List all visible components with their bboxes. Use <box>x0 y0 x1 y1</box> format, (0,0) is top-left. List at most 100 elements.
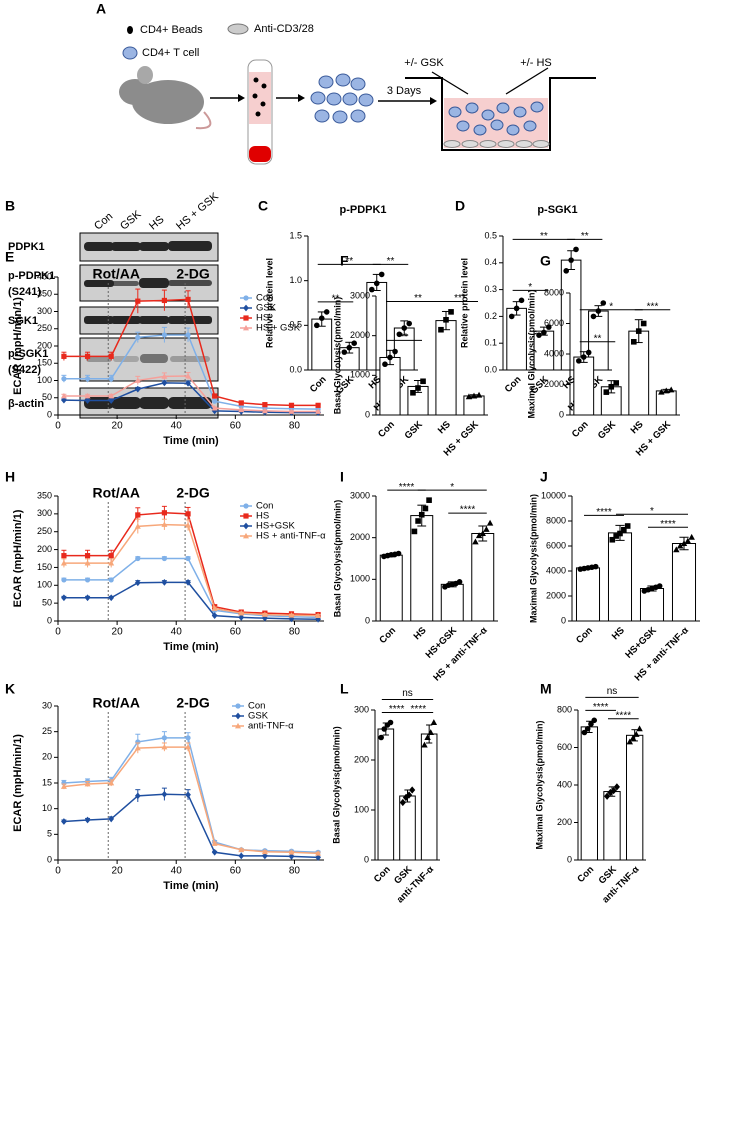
y-axis-label: ECAR (mpH/min/1) <box>12 297 24 395</box>
y-axis-label: Relative protein level <box>264 258 274 348</box>
marker <box>584 725 591 732</box>
marker <box>613 783 620 791</box>
significance-label: ** <box>332 294 340 305</box>
y-tick-label: 350 <box>37 289 52 299</box>
panel-letter: J <box>540 469 548 485</box>
x-tick-label: HS <box>436 419 453 436</box>
marker <box>341 349 348 355</box>
marker <box>60 783 67 789</box>
arrow <box>431 71 469 95</box>
marker <box>406 320 413 327</box>
marker <box>592 563 599 570</box>
y-tick-label: 300 <box>37 306 52 316</box>
x-tick-label: 60 <box>230 421 242 432</box>
marker <box>626 738 633 745</box>
significance-label: ** <box>400 332 408 343</box>
marker <box>134 744 141 751</box>
well-antibodies <box>443 140 550 148</box>
marker <box>475 391 483 398</box>
marker <box>315 402 321 408</box>
lane-label: HS + GSK <box>174 190 221 232</box>
marker <box>585 349 592 356</box>
y-tick-label: 1000 <box>350 370 370 380</box>
marker <box>235 712 241 720</box>
marker <box>609 536 616 543</box>
chart-title: p-PDPK1 <box>339 204 386 216</box>
marker <box>288 853 295 860</box>
y-tick-label: 150 <box>37 562 52 572</box>
marker <box>600 300 607 306</box>
y-tick-label: 5 <box>47 829 52 839</box>
marker <box>161 743 168 750</box>
marker <box>185 735 191 741</box>
marker <box>108 353 114 359</box>
row-label: SGK1 <box>8 315 38 327</box>
blot-box <box>79 387 219 419</box>
y-tick-label: 0 <box>47 615 52 625</box>
marker <box>243 315 249 321</box>
marker <box>633 731 640 737</box>
marker <box>568 257 574 263</box>
significance-label: * <box>450 482 454 493</box>
y-tick-label: 250 <box>37 526 52 536</box>
marker <box>603 389 610 395</box>
marker <box>288 408 295 414</box>
lane-label: HS <box>147 214 166 233</box>
marker <box>635 328 642 334</box>
marker <box>415 518 421 524</box>
x-tick-label: Con <box>570 419 591 440</box>
marker <box>134 579 141 587</box>
significance-label: ns <box>607 686 618 697</box>
marker <box>581 729 588 736</box>
marker <box>238 846 245 853</box>
marker <box>369 286 375 293</box>
legend-label: GSK <box>256 303 277 314</box>
bar <box>573 356 595 416</box>
marker <box>443 317 449 323</box>
marker <box>185 296 191 303</box>
x-tick-label: Con <box>308 374 329 395</box>
bead <box>255 111 261 117</box>
marker <box>108 553 114 559</box>
marker <box>381 726 388 732</box>
annotation-label: Rot/AA <box>93 485 140 501</box>
x-tick-label: 0 <box>55 421 61 432</box>
tube-bottom <box>249 146 271 162</box>
mouse-ear <box>137 66 153 84</box>
marker <box>243 304 249 312</box>
legend-label: CD4+ T cell <box>142 47 199 59</box>
legend-label: HS <box>256 511 269 522</box>
x-tick-label: Con <box>503 374 524 395</box>
x-tick-label: 0 <box>55 627 61 638</box>
y-tick-label: 1000 <box>350 574 370 584</box>
marker <box>161 379 168 387</box>
x-tick-label: Con <box>575 864 596 885</box>
marker <box>314 322 320 329</box>
marker <box>212 393 218 399</box>
bar <box>435 320 457 416</box>
bead-icon <box>127 26 133 34</box>
marker <box>185 743 192 750</box>
marker <box>261 848 268 855</box>
marker <box>595 308 602 314</box>
marker <box>448 309 454 315</box>
y-axis-label: ECAR (mpH/min/1) <box>12 509 24 607</box>
x-tick-label: HS + anti-TNF-α <box>431 625 489 683</box>
marker <box>161 521 168 527</box>
legend-label: HS + anti-TNF-α <box>256 531 326 542</box>
marker <box>315 612 322 618</box>
marker <box>387 719 394 726</box>
marker <box>161 510 167 516</box>
blot-box <box>79 232 219 262</box>
marker <box>676 542 684 549</box>
marker <box>438 326 444 333</box>
marker <box>415 385 421 391</box>
marker <box>185 579 191 586</box>
marker <box>351 340 358 347</box>
marker <box>211 848 218 856</box>
x-axis-label: Time (min) <box>163 435 219 447</box>
marker <box>483 525 490 532</box>
panel-a: A CD4+ Beads Anti-CD3/28 CD4+ T cell <box>96 1 596 165</box>
marker <box>243 295 249 301</box>
marker <box>604 792 611 800</box>
